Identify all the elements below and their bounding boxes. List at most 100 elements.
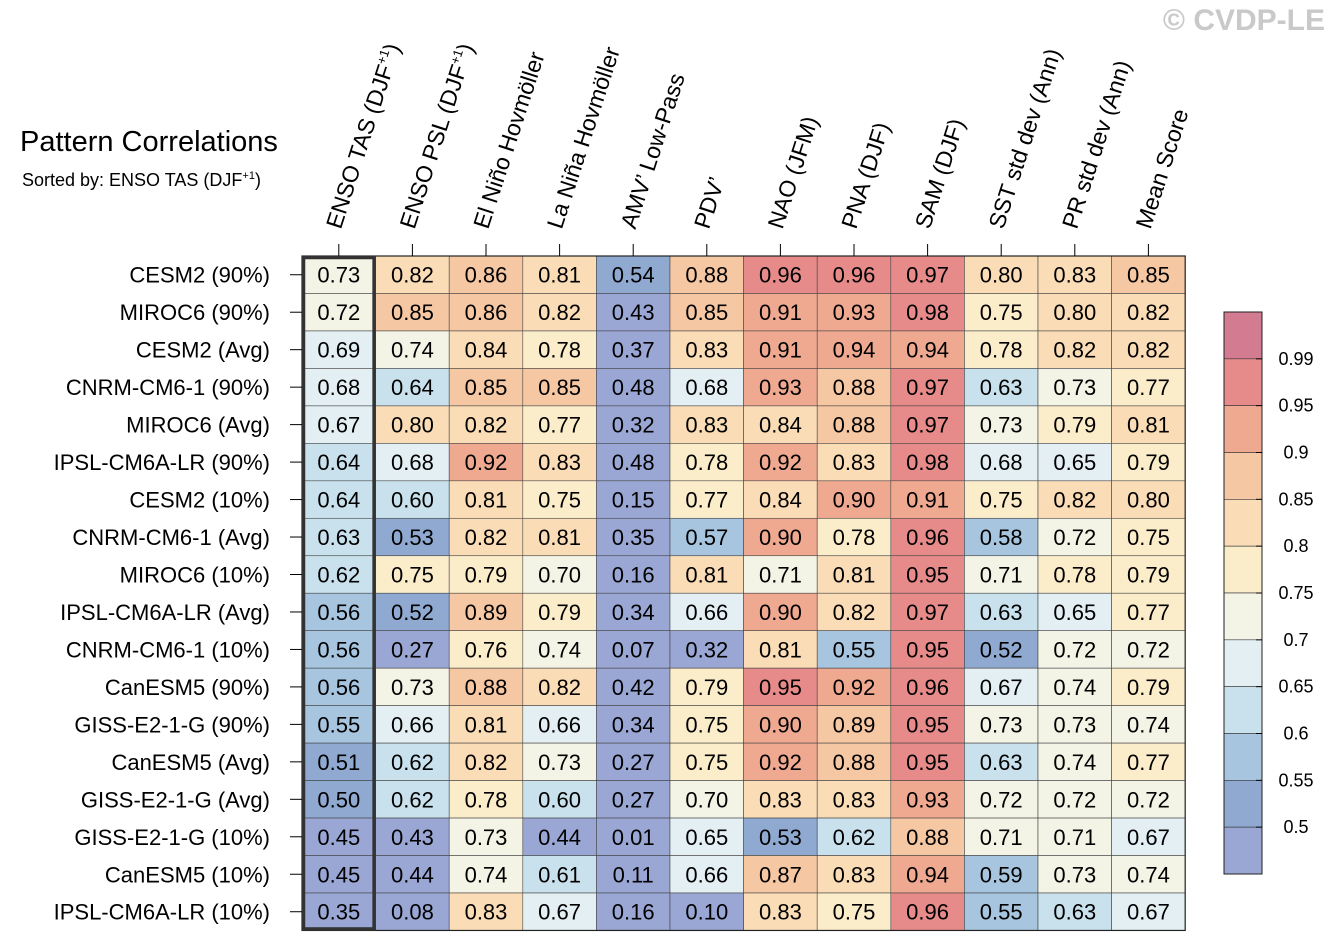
heatmap-cell [890, 405, 965, 444]
column-label-text: El Niño Hovmöller [468, 48, 550, 231]
heatmap-cell [669, 705, 744, 744]
cell-value: 0.85 [1127, 263, 1170, 288]
heatmap-cell [596, 780, 671, 819]
heatmap-cell [596, 630, 671, 669]
row-label: MIROC6 (Avg) [126, 413, 270, 438]
heatmap-cell [890, 517, 965, 557]
cell-value: 0.65 [685, 825, 728, 850]
heatmap-cell [1111, 592, 1186, 631]
cell-value: 0.72 [1053, 787, 1096, 812]
heatmap-cell [964, 368, 1039, 407]
cell-value: 0.34 [612, 600, 655, 625]
heatmap-cell [816, 330, 892, 369]
heatmap-cell [816, 517, 892, 557]
heatmap-cell [890, 443, 965, 482]
column-label: SST std dev (Ann) [983, 45, 1066, 231]
heatmap-cell [669, 592, 744, 631]
cell-value: 0.78 [465, 787, 508, 812]
heatmap-cell [890, 705, 965, 744]
cell-value: 0.52 [980, 637, 1023, 662]
cell-value: 0.55 [317, 712, 360, 737]
heatmap-cell [1037, 517, 1112, 557]
cell-value: 0.68 [317, 375, 360, 400]
colorbar-swatch [1223, 405, 1263, 453]
cell-value: 0.27 [612, 787, 655, 812]
cell-value: 0.63 [980, 750, 1023, 775]
heatmap-cell [301, 330, 376, 369]
heatmap-cell [522, 592, 597, 631]
cell-value: 0.81 [685, 563, 728, 588]
heatmap-cell [301, 555, 376, 594]
cell-value: 0.71 [980, 563, 1023, 588]
heatmap-cell [816, 405, 892, 444]
cell-value: 0.08 [391, 900, 434, 925]
colorbar-swatch [1223, 499, 1263, 547]
heatmap-cell [1111, 330, 1186, 369]
row-label: GISS-E2-1-G (10%) [74, 825, 270, 850]
cell-value: 0.73 [465, 825, 508, 850]
cell-value: 0.85 [465, 375, 508, 400]
heatmap-cell [448, 592, 524, 631]
cell-value: 0.82 [538, 300, 581, 325]
cell-value: 0.90 [833, 488, 876, 513]
cell-value: 0.79 [1127, 563, 1170, 588]
cell-value: 0.72 [317, 300, 360, 325]
heatmap-cell [596, 555, 671, 594]
heatmap-cell [743, 705, 818, 744]
cell-value: 0.79 [465, 563, 508, 588]
cell-value: 0.83 [759, 787, 802, 812]
heatmap-cell [301, 517, 376, 557]
cell-value: 0.83 [1053, 263, 1096, 288]
cell-value: 0.76 [465, 637, 508, 662]
cell-value: 0.56 [317, 675, 360, 700]
cell-value: 0.60 [391, 488, 434, 513]
cell-value: 0.97 [906, 600, 949, 625]
heatmap-cell [890, 480, 965, 519]
cell-value: 0.73 [980, 413, 1023, 438]
column-label: ENSO TAS (DJF+1) [321, 40, 405, 231]
cell-value: 0.85 [685, 300, 728, 325]
cell-value: 0.74 [1053, 750, 1096, 775]
cell-value: 0.83 [685, 338, 728, 363]
column-label: SAM (DJF) [910, 115, 970, 231]
heatmap-cell [669, 892, 744, 931]
heatmap-cell [669, 855, 744, 894]
cell-value: 0.81 [759, 637, 802, 662]
cell-value: 0.43 [612, 300, 655, 325]
column-label-text: Mean Score [1130, 106, 1193, 232]
cell-value: 0.66 [685, 862, 728, 887]
heatmap-cell [375, 742, 450, 781]
heatmap-cell [890, 780, 965, 819]
heatmap-cell [964, 330, 1039, 369]
cell-value: 0.93 [833, 300, 876, 325]
cell-value: 0.91 [759, 300, 802, 325]
heatmap-cell [743, 443, 818, 482]
heatmap-cell [816, 255, 892, 294]
cell-value: 0.75 [685, 750, 728, 775]
row-label: CNRM-CM6-1 (10%) [66, 637, 270, 662]
cell-value: 0.98 [906, 300, 949, 325]
cell-value: 0.10 [685, 900, 728, 925]
heatmap-cell [816, 630, 892, 669]
cell-value: 0.78 [538, 338, 581, 363]
cell-value: 0.85 [391, 300, 434, 325]
cell-value: 0.81 [1127, 413, 1170, 438]
cell-value: 0.97 [906, 263, 949, 288]
cell-value: 0.78 [685, 450, 728, 475]
cell-value: 0.92 [759, 750, 802, 775]
cell-value: 0.72 [1053, 637, 1096, 662]
watermark: © CVDP-LE [1162, 4, 1325, 37]
heatmap-cell [1111, 667, 1186, 706]
column-label: PNA (DJF) [836, 119, 895, 232]
heatmap-cell [743, 667, 818, 706]
column-label-text: La Niña Hovmöller [542, 43, 625, 231]
heatmap-cell [1037, 892, 1112, 931]
cell-value: 0.83 [833, 862, 876, 887]
heatmap-cell [816, 592, 892, 631]
cell-value: 0.79 [538, 600, 581, 625]
heatmap-cell [964, 405, 1039, 444]
cell-value: 0.88 [685, 263, 728, 288]
colorbar-tick-label: 0.7 [1283, 630, 1308, 650]
column-label: El Niño Hovmöller [468, 48, 550, 231]
colorbar-swatch [1223, 452, 1263, 500]
